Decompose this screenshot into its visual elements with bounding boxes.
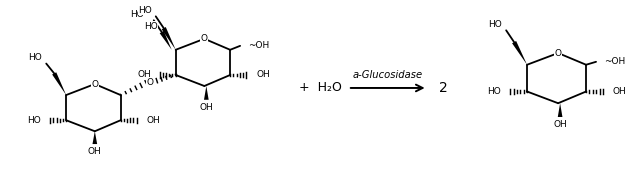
Text: HO: HO: [144, 22, 157, 31]
Text: ~OH: ~OH: [604, 57, 625, 66]
Text: OH: OH: [88, 147, 102, 156]
Text: OH: OH: [147, 116, 160, 125]
Text: HO: HO: [29, 53, 42, 62]
Text: O: O: [147, 78, 154, 87]
Polygon shape: [162, 27, 175, 50]
Polygon shape: [204, 86, 209, 100]
Text: 2: 2: [439, 81, 448, 95]
Polygon shape: [93, 131, 97, 144]
Text: +  H₂O: + H₂O: [299, 82, 341, 94]
Text: HO: HO: [138, 6, 152, 15]
Text: HO: HO: [488, 20, 502, 29]
Text: OH: OH: [613, 87, 627, 96]
Polygon shape: [52, 72, 66, 95]
Polygon shape: [512, 41, 527, 65]
Text: a-Glucosidase: a-Glucosidase: [353, 70, 423, 80]
Text: O: O: [555, 49, 562, 58]
Text: ~OH: ~OH: [248, 41, 269, 50]
Text: OH: OH: [256, 71, 270, 79]
Text: OH: OH: [553, 120, 567, 129]
Polygon shape: [160, 31, 172, 50]
Polygon shape: [558, 103, 563, 117]
Text: HO: HO: [28, 116, 41, 125]
Text: O: O: [201, 34, 208, 43]
Text: HO: HO: [130, 10, 144, 19]
Text: OH: OH: [200, 103, 213, 112]
Text: HO: HO: [488, 87, 501, 96]
Text: O: O: [92, 79, 99, 89]
Text: OH: OH: [137, 71, 151, 79]
